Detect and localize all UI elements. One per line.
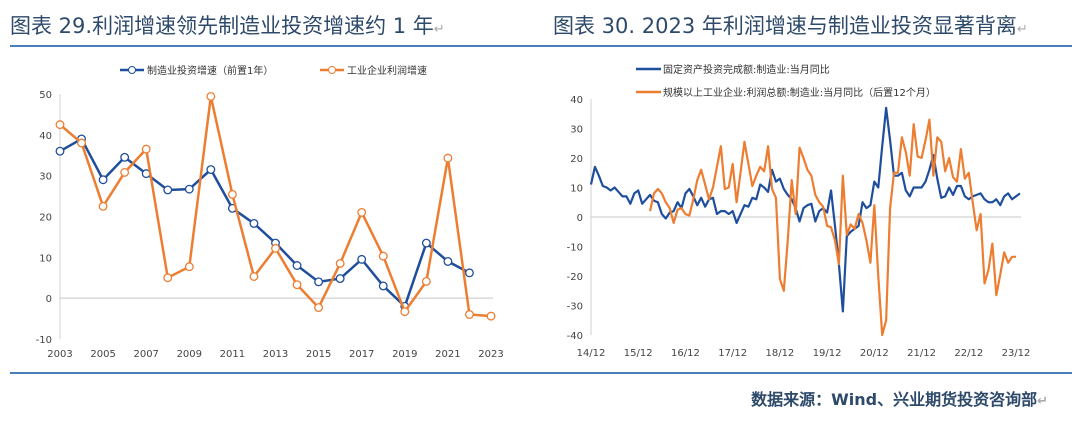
right-x-tick: 22/12 xyxy=(954,348,983,359)
right-y-tick: -40 xyxy=(567,331,583,342)
left-legend-label: 制造业投资增速（前置1年） xyxy=(147,64,273,77)
left-series-line xyxy=(59,137,471,309)
left-data-point xyxy=(227,189,237,199)
left-y-tick: 10 xyxy=(39,253,52,264)
left-data-point xyxy=(486,311,496,321)
left-data-point xyxy=(98,175,108,185)
left-data-point xyxy=(206,91,216,101)
left-x-tick: 2005 xyxy=(90,349,115,360)
left-data-point xyxy=(314,303,324,313)
left-x-tick: 2021 xyxy=(435,349,460,360)
right-y-tick: -30 xyxy=(567,302,583,313)
left-data-point xyxy=(292,261,302,270)
left-legend-label: 工业企业利润增速 xyxy=(347,64,427,77)
left-data-point xyxy=(335,259,345,268)
left-y-tick: 0 xyxy=(46,294,52,305)
right-y-tick: -10 xyxy=(567,243,583,254)
right-x-tick: 19/12 xyxy=(813,348,842,359)
left-data-point xyxy=(378,281,388,291)
right-y-tick: 40 xyxy=(570,95,583,106)
left-data-point xyxy=(120,152,130,162)
right-y-tick: 30 xyxy=(570,125,583,136)
right-legend-label: 规模以上工业企业:利润总额:制造业:当月同比（后置12个月） xyxy=(663,86,936,99)
left-data-point xyxy=(357,207,367,217)
data-source: 数据来源：Wind、兴业期货投资咨询部↵ xyxy=(751,390,1048,409)
right-x-tick: 17/12 xyxy=(718,348,747,359)
left-data-point xyxy=(141,144,151,154)
title-divider xyxy=(10,45,1072,47)
left-legend-marker xyxy=(128,66,136,74)
left-x-tick: 2015 xyxy=(306,349,331,360)
left-data-point xyxy=(443,256,453,266)
left-data-point xyxy=(98,201,108,211)
footer-divider xyxy=(10,372,1072,374)
left-x-tick: 2009 xyxy=(177,349,202,360)
left-legend-marker xyxy=(328,66,336,74)
left-x-tick: 2013 xyxy=(263,349,288,360)
left-x-tick: 2019 xyxy=(392,349,417,360)
left-data-point xyxy=(357,254,367,264)
right-series-line xyxy=(648,118,1016,337)
left-data-point xyxy=(314,277,324,287)
right-y-tick: 0 xyxy=(577,213,583,224)
left-x-tick: 2017 xyxy=(349,349,374,360)
left-x-tick: 2003 xyxy=(47,349,72,360)
left-data-point xyxy=(400,307,410,317)
left-y-tick: 50 xyxy=(39,90,52,101)
right-legend-label: 固定资产投资完成额:制造业:当月同比 xyxy=(663,63,830,76)
left-data-point xyxy=(271,243,280,253)
left-x-tick: 2011 xyxy=(220,349,245,360)
right-y-tick: 10 xyxy=(570,184,583,195)
left-y-tick: -10 xyxy=(36,335,52,346)
left-y-tick: 30 xyxy=(39,172,52,183)
left-data-point xyxy=(249,218,259,228)
left-y-tick: 20 xyxy=(39,213,52,224)
left-data-point xyxy=(443,153,453,163)
left-data-point xyxy=(184,262,194,272)
right-x-tick: 16/12 xyxy=(671,348,700,359)
left-data-point xyxy=(55,120,65,130)
left-data-point xyxy=(335,274,345,284)
right-x-tick: 18/12 xyxy=(765,348,794,359)
right-chart-title: 图表 30. 2023 年利润增速与制造业投资显著背离↵ xyxy=(553,14,1028,38)
right-x-tick: 21/12 xyxy=(907,348,936,359)
left-data-point xyxy=(421,238,431,248)
right-y-tick: -20 xyxy=(567,272,583,283)
left-data-point xyxy=(77,138,86,148)
left-x-tick: 2007 xyxy=(133,349,158,360)
left-data-point xyxy=(55,146,65,156)
left-data-point xyxy=(292,280,302,290)
left-x-tick: 2023 xyxy=(478,349,503,360)
left-data-point xyxy=(465,310,474,319)
right-x-tick: 15/12 xyxy=(624,348,653,359)
left-y-tick: 40 xyxy=(39,131,52,142)
left-data-point xyxy=(465,268,474,278)
left-data-point xyxy=(421,276,431,286)
right-x-tick: 23/12 xyxy=(1002,348,1031,359)
left-data-point xyxy=(206,165,216,174)
right-x-tick: 14/12 xyxy=(577,348,606,359)
left-data-point xyxy=(378,251,388,261)
left-data-point xyxy=(184,184,194,194)
right-x-tick: 20/12 xyxy=(860,348,889,359)
left-data-point xyxy=(163,185,173,195)
left-data-point xyxy=(120,167,130,177)
left-data-point xyxy=(249,272,259,281)
right-series-line xyxy=(589,106,1021,313)
left-data-point xyxy=(163,273,173,283)
left-chart-title: 图表 29.利润增速领先制造业投资增速约 1 年↵ xyxy=(10,14,445,38)
right-y-tick: 20 xyxy=(570,154,583,165)
